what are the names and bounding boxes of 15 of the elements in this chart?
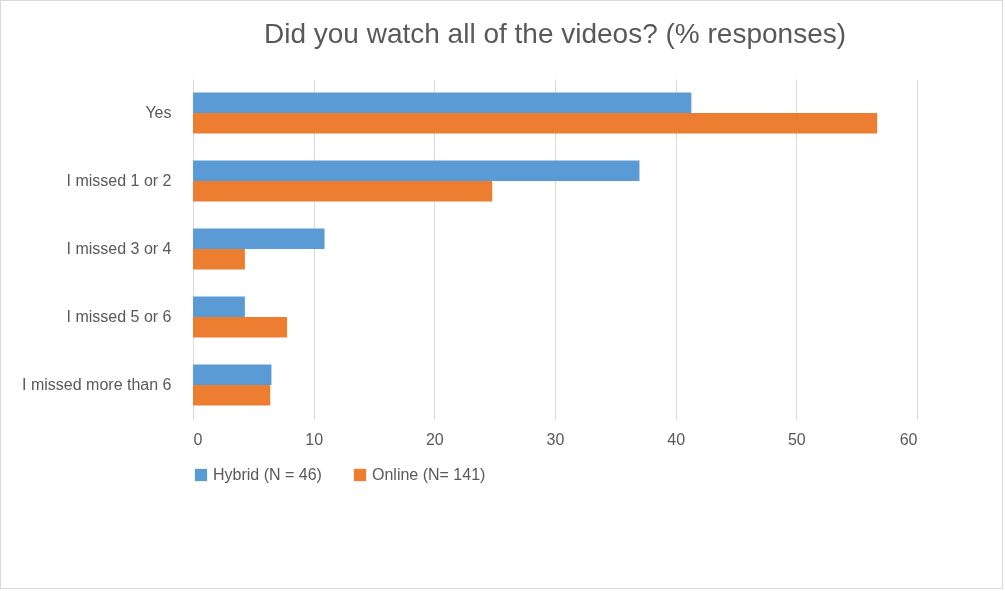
x-tick-label: 10 [305, 430, 324, 448]
y-tick-label: I missed 3 or 4 [66, 240, 172, 257]
x-tick-label: 50 [787, 430, 806, 448]
y-tick-label: I missed 1 or 2 [66, 172, 172, 189]
chart-title: Did you watch all of the videos? (% responses) [263, 18, 847, 49]
y-tick-label: I missed more than 6 [22, 376, 172, 393]
y-tick-label: Yes [145, 104, 172, 121]
x-tick-label: 40 [667, 430, 686, 448]
legend-label: Hybrid (N = 46) [213, 466, 322, 483]
x-tick-label: 30 [546, 430, 565, 448]
x-tick-label: 60 [899, 430, 918, 448]
y-tick-label: I missed 5 or 6 [66, 308, 172, 325]
x-tick-label: 0 [193, 430, 203, 448]
legend-label: Online (N= 141) [372, 466, 486, 483]
x-tick-label: 20 [425, 430, 444, 448]
